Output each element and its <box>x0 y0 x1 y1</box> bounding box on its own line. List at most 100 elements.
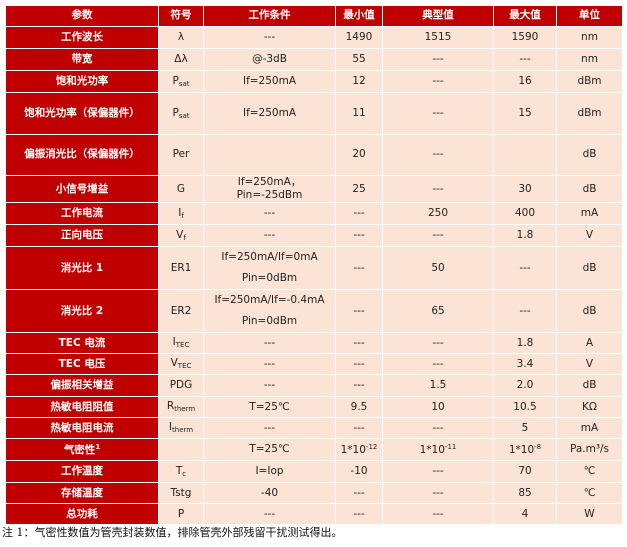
superscript: -11 <box>444 442 457 451</box>
table-row: 小信号增益 G If=250mA，Pin=-25dBm 25 --- 30 dB <box>5 174 623 204</box>
value-cell: PDG <box>158 374 204 398</box>
value-cell: T=25℃ <box>203 396 336 419</box>
header-cell: 符号 <box>158 5 204 27</box>
value-cell <box>203 134 336 176</box>
value-cell: 20 <box>335 134 383 176</box>
value-cell: 55 <box>335 48 383 71</box>
value-cell: W <box>556 503 623 526</box>
param-cell: 正向电压 <box>5 224 159 248</box>
value-cell: --- <box>203 417 336 440</box>
value-cell: 1.5 <box>382 374 494 398</box>
value-cell: A <box>556 332 623 355</box>
value-cell: -40 <box>203 482 336 505</box>
param-cell: 饱和光功率 <box>5 70 159 93</box>
value-cell: 2.0 <box>493 374 557 398</box>
table-row: 饱和光功率 Psat If=250mA 12 --- 16 dBm <box>5 70 623 93</box>
value-cell: 70 <box>493 460 557 484</box>
param-cell: TEC 电流 <box>5 332 159 355</box>
value-cell: --- <box>335 224 383 248</box>
footnote: 注 1：气密性数值为管壳封装数值，排除管壳外部残留干扰测试得出。 <box>2 526 343 539</box>
value-cell: 1515 <box>382 26 494 49</box>
value-cell: 250 <box>382 202 494 226</box>
spec-table: 参数 符号 工作条件 最小值 典型值 最大值 单位 工作波长 λ --- 1490 1515 1590… <box>5 5 623 526</box>
value-cell: dBm <box>556 70 623 93</box>
value-cell: P <box>158 503 204 526</box>
value-cell: 12 <box>335 70 383 93</box>
value-cell: If=250mA/If=0mA Pin=0dBm <box>203 246 336 291</box>
value-cell <box>158 438 204 462</box>
value-cell: 3.4 <box>493 353 557 376</box>
value-cell: --- <box>382 460 494 484</box>
value-cell: --- <box>493 246 557 291</box>
value-cell: --- <box>382 134 494 176</box>
param-cell: 消光比 2 <box>5 289 159 334</box>
value-cell: --- <box>382 224 494 248</box>
value-cell: If=250mA <box>203 70 336 93</box>
param-cell: 热敏电阻电流 <box>5 417 159 440</box>
cell-text: R <box>166 400 175 413</box>
param-cell: 偏振消光比（保偏器件） <box>5 134 159 176</box>
value-cell: If=250mA/If=-0.4mA Pin=0dBm <box>203 289 336 334</box>
param-cell: 工作电流 <box>5 202 159 226</box>
table-row: 正向电压 Vf --- --- --- 1.8 V <box>5 224 623 248</box>
value-cell: 1*10-8 <box>493 438 557 462</box>
param-cell: 饱和光功率（保偏器件） <box>5 92 159 135</box>
header-row: 参数 符号 工作条件 最小值 典型值 最大值 单位 <box>5 5 623 27</box>
value-cell: If <box>158 202 204 226</box>
value-cell: --- <box>335 246 383 291</box>
value-cell: --- <box>382 70 494 93</box>
value-cell: Psat <box>158 70 204 93</box>
param-cell: 小信号增益 <box>5 174 159 204</box>
value-cell: Per <box>158 134 204 176</box>
table-body: 工作波长 λ --- 1490 1515 1590 nm 带宽 Δλ @-3dB 55 --- --- n… <box>5 26 623 526</box>
value-cell: dB <box>556 246 623 291</box>
param-cell: TEC 电压 <box>5 353 159 376</box>
subscript: c <box>182 469 187 478</box>
value-cell: λ <box>158 26 204 49</box>
value-cell: dB <box>556 374 623 398</box>
header-cell: 单位 <box>556 5 623 27</box>
value-cell: T=25℃ <box>203 438 336 462</box>
value-cell: --- <box>203 503 336 526</box>
table-row: 总功耗 P --- --- --- 4 W <box>5 503 623 526</box>
param-cell: 工作波长 <box>5 26 159 49</box>
value-cell: --- <box>335 202 383 226</box>
value-cell: nm <box>556 26 623 49</box>
subscript: f <box>183 233 186 242</box>
subscript: sat <box>178 111 190 120</box>
header-cell: 参数 <box>5 5 159 27</box>
header-cell: 工作条件 <box>203 5 336 27</box>
value-cell: 25 <box>335 174 383 204</box>
cell-text: I <box>172 336 176 349</box>
value-cell: Itherm <box>158 417 204 440</box>
value-cell: 4 <box>493 503 557 526</box>
value-cell: --- <box>382 332 494 355</box>
value-cell: --- <box>335 289 383 334</box>
value-cell: VTEC <box>158 353 204 376</box>
table-row: 偏振消光比（保偏器件） Per 20 --- dB <box>5 134 623 176</box>
value-cell: --- <box>382 92 494 135</box>
subscript: sat <box>178 79 190 88</box>
value-cell: --- <box>203 353 336 376</box>
value-cell: 5 <box>493 417 557 440</box>
table-row: 工作温度 Tc I=Iop -10 --- 70 ℃ <box>5 460 623 484</box>
value-cell: V <box>556 224 623 248</box>
value-cell: --- <box>493 289 557 334</box>
param-cell: 气密性1 <box>5 438 159 462</box>
superscript: -12 <box>365 442 378 451</box>
table-row: TEC 电流 ITEC --- --- --- 1.8 A <box>5 332 623 355</box>
superscript: -8 <box>534 442 542 451</box>
value-cell: V <box>556 353 623 376</box>
value-cell: 10 <box>382 396 494 419</box>
table-wrap: 参数 符号 工作条件 最小值 典型值 最大值 单位 工作波长 λ --- 1490 1515 1590… <box>5 5 623 526</box>
table-row: 消光比 2 ER2 If=250mA/If=-0.4mA Pin=0dBm --- 65-… <box>5 289 623 334</box>
value-cell: -10 <box>335 460 383 484</box>
subscript: f <box>181 211 184 220</box>
value-cell: dB <box>556 134 623 176</box>
value-cell: Pa.m³/s <box>556 438 623 462</box>
value-cell: dB <box>556 289 623 334</box>
value-cell: dBm <box>556 92 623 135</box>
subscript: TEC <box>175 341 190 350</box>
value-cell: --- <box>382 503 494 526</box>
cell-text: 气密性 <box>63 443 96 456</box>
